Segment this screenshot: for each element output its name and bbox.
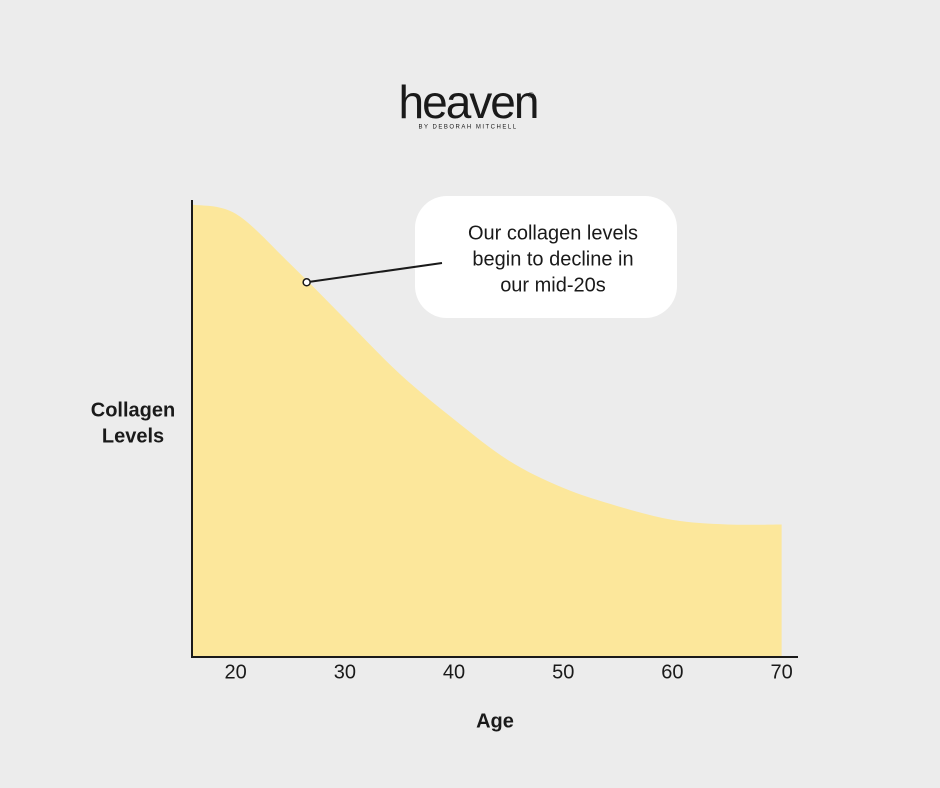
x-tick-label: 70	[770, 661, 792, 683]
area	[192, 204, 782, 657]
x-tick-label: 30	[334, 661, 356, 683]
annotation-text: our mid-20s	[500, 274, 606, 296]
annotation-point	[302, 278, 311, 287]
logo-mark: ®	[528, 91, 534, 100]
x-axis-label: Age	[476, 710, 514, 732]
y-axis-label: Collagen	[91, 399, 175, 421]
annotation-box	[415, 196, 677, 318]
y-axis-label: Levels	[102, 425, 164, 447]
logo-name: heaven	[399, 76, 538, 128]
x-tick-label: 20	[225, 661, 247, 683]
x-tick-label: 50	[552, 661, 574, 683]
annotation-text: Our collagen levels	[468, 222, 638, 244]
annotation-leader	[306, 262, 443, 284]
annotation-text: begin to decline in	[472, 248, 633, 270]
x-tick-label: 40	[443, 661, 465, 683]
x-tick-label: 60	[661, 661, 683, 683]
logo-tagline: BY DEBORAH MITCHELL	[418, 125, 517, 131]
